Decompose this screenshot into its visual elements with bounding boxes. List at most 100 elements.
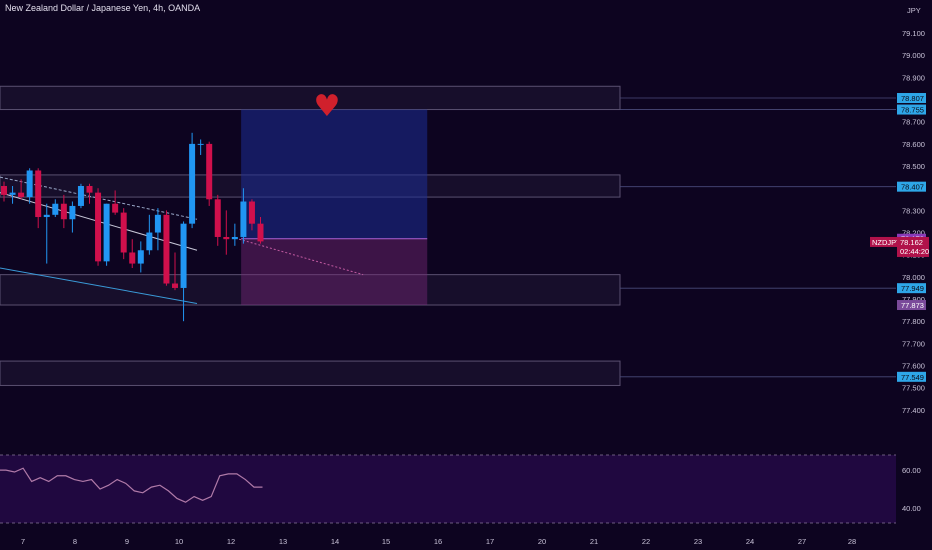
symbol-tag-label: NZDJPY xyxy=(872,238,901,247)
price-tag-level xyxy=(897,93,926,104)
price-tick-label: 79.000 xyxy=(902,51,925,60)
time-tick-label: 7 xyxy=(21,537,25,546)
time-tick-label: 8 xyxy=(73,537,77,546)
price-tag-level xyxy=(897,104,926,115)
symbol-tag xyxy=(870,236,897,247)
price-tick-label: 77.400 xyxy=(902,406,925,415)
zone-box xyxy=(0,360,621,386)
price-tick-label: 77.900 xyxy=(902,295,925,304)
zone-box xyxy=(0,274,621,306)
rsi-line xyxy=(0,467,263,503)
currency-label: JPY xyxy=(907,6,921,15)
time-tick-label: 24 xyxy=(746,537,754,546)
candle-body xyxy=(137,250,144,264)
candle-body xyxy=(189,143,196,224)
candle-body xyxy=(26,170,33,198)
price-tick-label: 77.500 xyxy=(902,384,925,393)
price-tag-label: 77.549 xyxy=(901,373,924,382)
candle-body xyxy=(197,143,204,145)
price-tag-level xyxy=(897,371,926,382)
price-tick-label: 77.600 xyxy=(902,362,925,371)
candle-body xyxy=(257,223,264,242)
candle-body xyxy=(120,212,127,253)
candlestick-series xyxy=(1,132,264,322)
candle-body xyxy=(86,186,93,193)
heart-icon: ♥ xyxy=(313,89,340,124)
time-axis[interactable]: 7 8 9 10 12 13 14 15 16 17 20 21 22 23 24 27 28 xyxy=(21,537,856,546)
time-tick-label: 9 xyxy=(125,537,129,546)
support-resistance-zones xyxy=(0,85,896,386)
rsi-pane: 60.00 40.00 xyxy=(0,454,921,524)
rsi-background xyxy=(0,455,896,523)
loss-zone[interactable] xyxy=(241,238,428,306)
price-tick-label: 78.500 xyxy=(902,162,925,171)
candle-body xyxy=(52,203,59,215)
price-tick-label: 79.100 xyxy=(902,29,925,38)
time-tick-label: 17 xyxy=(486,537,494,546)
time-tick-label: 28 xyxy=(848,537,856,546)
price-tag-label: 77.873 xyxy=(901,301,924,310)
candle-body xyxy=(231,236,238,240)
price-tick-label: 78.200 xyxy=(902,229,925,238)
candle-body xyxy=(43,214,50,218)
current-price-tag xyxy=(897,236,929,257)
price-tick-label: 78.600 xyxy=(902,140,925,149)
candle-body xyxy=(9,192,16,195)
time-tick-label: 14 xyxy=(331,537,339,546)
candle-body xyxy=(154,214,161,233)
candle-body xyxy=(163,214,170,284)
candle-body xyxy=(146,232,153,251)
time-tick-label: 27 xyxy=(798,537,806,546)
price-tag-label: 78.807 xyxy=(901,94,924,103)
price-tick-label: 78.000 xyxy=(902,273,925,282)
long-position-tool[interactable] xyxy=(238,109,896,306)
zone-box xyxy=(0,85,621,111)
candle-body xyxy=(214,199,221,237)
candle-body xyxy=(206,143,213,200)
candle-body xyxy=(35,170,42,218)
time-tick-label: 10 xyxy=(175,537,183,546)
candle-body xyxy=(18,192,25,198)
candle-body xyxy=(112,203,119,213)
current-price-label: 78.162 xyxy=(900,238,923,247)
countdown-label: 02:44:20 xyxy=(900,247,929,256)
price-tick-label: 78.700 xyxy=(902,118,925,127)
time-tick-label: 20 xyxy=(538,537,546,546)
price-tag-label: 77.949 xyxy=(901,284,924,293)
candle-body xyxy=(1,186,7,195)
heart-marker: ♥ xyxy=(313,89,340,124)
time-tick-label: 23 xyxy=(694,537,702,546)
candle-body xyxy=(103,203,110,262)
profit-zone[interactable] xyxy=(241,109,428,239)
channel-lower-line[interactable] xyxy=(0,267,198,304)
price-tag-stop xyxy=(897,300,926,311)
price-tick-label: 77.800 xyxy=(902,317,925,326)
price-tick-label: 78.300 xyxy=(902,206,925,215)
candle-body xyxy=(60,203,67,220)
price-tags: 78.80778.75578.40778.17277.94977.87377.5… xyxy=(870,93,929,382)
chart-title: New Zealand Dollar / Japanese Yen, 4h, O… xyxy=(5,3,201,13)
projection-line xyxy=(238,238,364,276)
time-tick-label: 21 xyxy=(590,537,598,546)
price-tick-label: 78.900 xyxy=(902,73,925,82)
candle-body xyxy=(77,186,84,206)
price-tag-label: 78.407 xyxy=(901,183,924,192)
time-tick-label: 13 xyxy=(279,537,287,546)
candle-body xyxy=(180,223,187,288)
candle-body xyxy=(69,205,76,220)
candle-body xyxy=(240,201,247,237)
price-tick-label: 77.700 xyxy=(902,339,925,348)
candle-body xyxy=(95,192,102,262)
price-tag-label: 78.755 xyxy=(901,106,924,115)
candle-body xyxy=(248,201,255,224)
time-tick-label: 15 xyxy=(382,537,390,546)
rsi-tick-label: 40.00 xyxy=(902,504,921,513)
time-tick-label: 16 xyxy=(434,537,442,546)
candle-body xyxy=(129,252,136,264)
candle-body xyxy=(223,236,230,240)
time-tick-label: 22 xyxy=(642,537,650,546)
rsi-tick-label: 60.00 xyxy=(902,466,921,475)
price-tag-level xyxy=(897,283,926,294)
candle-body xyxy=(172,283,178,288)
